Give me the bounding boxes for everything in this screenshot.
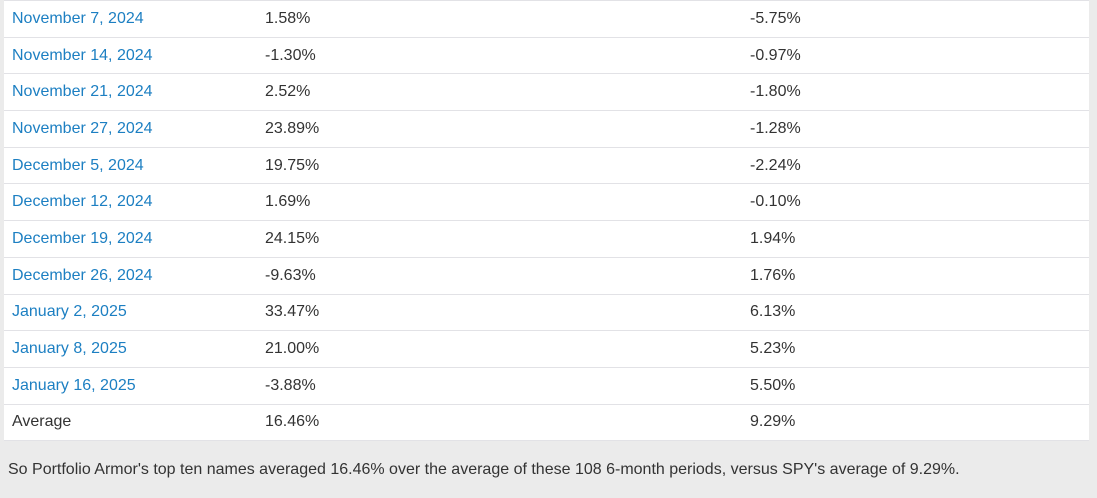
date-cell: December 26, 2024 — [4, 267, 265, 285]
table-row: November 27, 2024 23.89% -1.28% — [4, 111, 1089, 148]
date-cell: January 2, 2025 — [4, 303, 265, 321]
pa-return-value: 33.47% — [265, 303, 320, 321]
table-row: November 14, 2024 -1.30% -0.97% — [4, 37, 1089, 75]
pa-return-value: 24.15% — [265, 229, 320, 247]
average-label-cell: Average — [4, 413, 265, 431]
date-cell: November 27, 2024 — [4, 120, 265, 138]
date-link[interactable]: November 21, 2024 — [12, 83, 153, 101]
table-row: January 16, 2025 -3.88% 5.50% — [4, 367, 1089, 405]
table-row: January 8, 2025 21.00% 5.23% — [4, 331, 1089, 368]
spy-return-value: 1.76% — [750, 266, 796, 284]
pa-return-value: 21.00% — [265, 340, 320, 358]
spy-return-value: -0.10% — [750, 193, 801, 211]
date-link[interactable]: December 5, 2024 — [12, 156, 144, 174]
table-row-average: Average 16.46% 9.29% — [4, 404, 1089, 442]
table-row: December 12, 2024 1.69% -0.10% — [4, 184, 1089, 222]
average-label: Average — [12, 413, 72, 431]
date-link[interactable]: November 27, 2024 — [12, 119, 153, 137]
date-cell: November 14, 2024 — [4, 47, 265, 65]
pa-return-value: -1.30% — [265, 46, 316, 64]
spy-average-value: 9.29% — [750, 413, 796, 431]
returns-table: November 7, 2024 1.58% -5.75% November 1… — [4, 0, 1089, 442]
spy-return-value: -2.24% — [750, 156, 801, 174]
pa-return-value: 19.75% — [265, 156, 320, 174]
table-row: December 26, 2024 -9.63% 1.76% — [4, 257, 1089, 295]
spy-return-value: -1.28% — [750, 119, 801, 137]
spy-return-value: 6.13% — [750, 303, 796, 321]
pa-return-value: -9.63% — [265, 266, 316, 284]
date-cell: December 12, 2024 — [4, 193, 265, 211]
pa-return-value: 1.69% — [265, 193, 311, 211]
table-row: November 21, 2024 2.52% -1.80% — [4, 74, 1089, 112]
date-cell: January 8, 2025 — [4, 340, 265, 358]
table-row: November 7, 2024 1.58% -5.75% — [4, 1, 1089, 38]
spy-return-value: 1.94% — [750, 229, 796, 247]
summary-text: So Portfolio Armor's top ten names avera… — [8, 461, 960, 479]
date-link[interactable]: January 2, 2025 — [12, 303, 127, 321]
date-cell: November 21, 2024 — [4, 83, 265, 101]
spy-return-value: 5.50% — [750, 376, 796, 394]
table-row: December 5, 2024 19.75% -2.24% — [4, 147, 1089, 185]
date-cell: January 16, 2025 — [4, 377, 265, 395]
pa-average-value: 16.46% — [265, 413, 320, 431]
date-link[interactable]: January 8, 2025 — [12, 340, 127, 358]
table-row: December 19, 2024 24.15% 1.94% — [4, 221, 1089, 258]
date-link[interactable]: November 7, 2024 — [12, 9, 144, 27]
pa-return-value: 2.52% — [265, 83, 311, 101]
date-cell: December 5, 2024 — [4, 157, 265, 175]
date-link[interactable]: December 19, 2024 — [12, 229, 153, 247]
pa-return-value: 1.58% — [265, 9, 311, 27]
spy-return-value: 5.23% — [750, 340, 796, 358]
date-cell: November 7, 2024 — [4, 10, 265, 28]
pa-return-value: 23.89% — [265, 119, 320, 137]
date-link[interactable]: December 26, 2024 — [12, 266, 153, 284]
table-row: January 2, 2025 33.47% 6.13% — [4, 294, 1089, 332]
date-link[interactable]: November 14, 2024 — [12, 46, 153, 64]
pa-return-value: -3.88% — [265, 376, 316, 394]
date-cell: December 19, 2024 — [4, 230, 265, 248]
date-link[interactable]: December 12, 2024 — [12, 193, 153, 211]
spy-return-value: -1.80% — [750, 83, 801, 101]
spy-return-value: -0.97% — [750, 46, 801, 64]
spy-return-value: -5.75% — [750, 9, 801, 27]
date-link[interactable]: January 16, 2025 — [12, 376, 136, 394]
